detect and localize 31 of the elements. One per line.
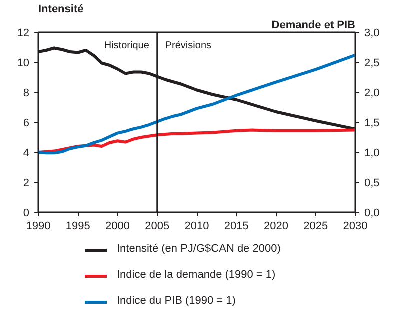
y2-axis-title: Demande et PIB	[272, 20, 356, 32]
y-tick-label: 0	[23, 208, 30, 220]
x-tick-label: 2010	[184, 220, 210, 232]
legend-label: Indice de la demande (1990 = 1)	[117, 268, 276, 284]
y-axis-title: Intensité	[38, 4, 84, 16]
y2-tick-label: 2,0	[364, 88, 380, 100]
annotation: Historique	[104, 40, 150, 52]
y-tick-label: 2	[23, 178, 30, 190]
legend-label: Indice du PIB (1990 = 1)	[117, 294, 236, 310]
y2-tick-label: 0,5	[364, 178, 380, 190]
legend-label: Intensité (en PJ/G$CAN de 2000)	[117, 242, 281, 258]
x-tick-label: 2020	[264, 220, 288, 232]
y2-tick-label: 0,0	[364, 208, 380, 220]
x-tick-label: 2005	[145, 220, 170, 232]
y-tick-label: 4	[23, 148, 30, 160]
y-tick-label: 6	[23, 118, 30, 130]
x-tick-label: 2030	[343, 220, 368, 232]
x-tick-label: 1995	[66, 220, 90, 232]
y-tick-label: 10	[17, 58, 30, 70]
x-tick-label: 1990	[26, 220, 51, 232]
line-series	[38, 54, 356, 155]
x-tick-label: 2025	[304, 220, 328, 232]
x-tick-label: 2000	[106, 220, 130, 232]
y2-tick-label: 1,0	[364, 148, 380, 160]
x-tick-label: 2015	[224, 220, 249, 232]
annotation: Prévisions	[165, 40, 212, 52]
y2-tick-label: 3,0	[364, 28, 380, 40]
y2-tick-label: 1,5	[364, 118, 380, 130]
y-tick-label: 12	[17, 28, 30, 40]
y2-tick-label: 2,5	[364, 58, 380, 70]
y-tick-label: 8	[23, 88, 30, 100]
